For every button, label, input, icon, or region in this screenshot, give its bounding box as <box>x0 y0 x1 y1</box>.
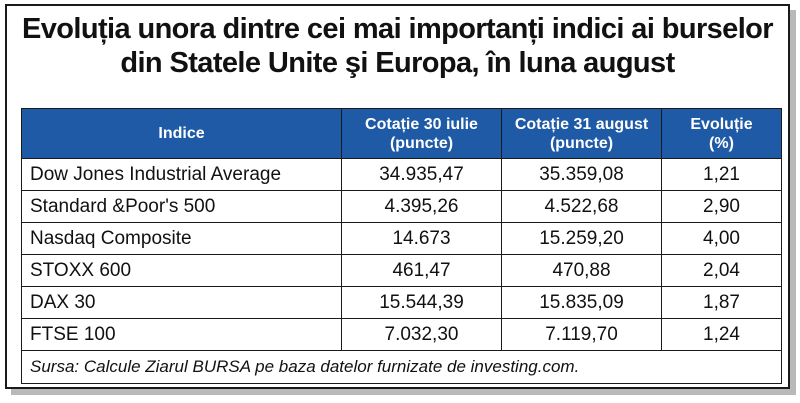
cell-evolution: 1,87 <box>661 286 782 319</box>
cell-index-name: Standard &Poor's 500 <box>21 190 342 223</box>
cell-aug31: 470,88 <box>501 254 662 287</box>
header-index-label: Indice <box>158 125 205 142</box>
cell-aug31: 15.259,20 <box>501 222 662 255</box>
table-row: Standard &Poor's 500 4.395,26 4.522,68 2… <box>21 190 782 223</box>
page-title: Evoluția unora dintre cei mai importanți… <box>7 12 788 80</box>
cell-index-name: Nasdaq Composite <box>21 222 342 255</box>
cell-evolution: 2,04 <box>661 254 782 287</box>
cell-jul30: 15.544,39 <box>341 286 502 319</box>
indices-table: Indice Cotație 30 iulie (puncte) Cotație… <box>21 108 782 384</box>
cell-evolution: 2,90 <box>661 190 782 223</box>
header-jul30-unit: (puncte) <box>389 134 454 152</box>
header-evolution: Evoluție (%) <box>661 108 782 159</box>
cell-aug31: 4.522,68 <box>501 190 662 223</box>
table-row: Dow Jones Industrial Average 34.935,47 3… <box>21 158 782 191</box>
cell-evolution: 1,24 <box>661 318 782 351</box>
cell-aug31: 15.835,09 <box>501 286 662 319</box>
table-row: DAX 30 15.544,39 15.835,09 1,87 <box>21 286 782 319</box>
cell-jul30: 461,47 <box>341 254 502 287</box>
header-jul30-label: Cotație 30 iulie <box>365 115 478 133</box>
source-row: Sursa: Calcule Ziarul BURSA pe baza date… <box>21 350 782 384</box>
cell-jul30: 4.395,26 <box>341 190 502 223</box>
table-row: FTSE 100 7.032,30 7.119,70 1,24 <box>21 318 782 351</box>
header-evolution-label: Evoluție <box>690 115 753 133</box>
cell-index-name: Dow Jones Industrial Average <box>21 158 342 191</box>
header-aug31: Cotație 31 august (puncte) <box>501 108 662 159</box>
header-jul30: Cotație 30 iulie (puncte) <box>341 108 502 159</box>
header-evolution-unit: (%) <box>709 134 734 152</box>
table-row: STOXX 600 461,47 470,88 2,04 <box>21 254 782 287</box>
cell-index-name: FTSE 100 <box>21 318 342 351</box>
table-row: Nasdaq Composite 14.673 15.259,20 4,00 <box>21 222 782 255</box>
cell-evolution: 4,00 <box>661 222 782 255</box>
title-line-1: Evoluția unora dintre cei mai importanți… <box>22 13 774 45</box>
table-frame: Evoluția unora dintre cei mai importanți… <box>5 4 790 389</box>
cell-jul30: 14.673 <box>341 222 502 255</box>
cell-index-name: STOXX 600 <box>21 254 342 287</box>
title-line-2: din Statele Unite şi Europa, în luna aug… <box>120 47 675 79</box>
cell-jul30: 34.935,47 <box>341 158 502 191</box>
cell-jul30: 7.032,30 <box>341 318 502 351</box>
table-header-row: Indice Cotație 30 iulie (puncte) Cotație… <box>21 108 782 159</box>
cell-aug31: 7.119,70 <box>501 318 662 351</box>
cell-evolution: 1,21 <box>661 158 782 191</box>
source-note: Sursa: Calcule Ziarul BURSA pe baza date… <box>21 350 782 384</box>
header-index: Indice <box>21 108 342 159</box>
header-aug31-label: Cotație 31 august <box>514 115 649 133</box>
header-aug31-unit: (puncte) <box>549 134 614 152</box>
cell-aug31: 35.359,08 <box>501 158 662 191</box>
cell-index-name: DAX 30 <box>21 286 342 319</box>
